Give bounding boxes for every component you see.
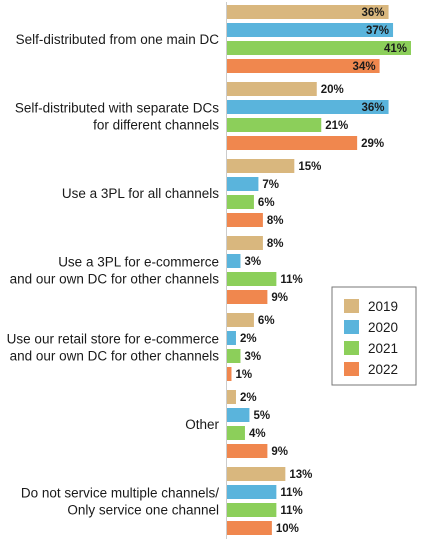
legend-swatch-2022 [344,362,359,376]
bar-2020 [227,177,259,191]
category-label-line: Use our retail store for e-commerce [7,332,219,347]
bar-2020 [227,408,250,422]
value-label: 29% [361,138,384,150]
bar-2021 [227,118,322,132]
value-label: 8% [267,238,284,250]
value-label: 3% [244,351,261,363]
value-label: 20% [321,84,344,96]
category-label-line: Self-distributed from one main DC [16,32,220,47]
bar-2019 [227,313,254,327]
bar-2022 [227,213,263,227]
category-label: Do not service multiple channels/Only se… [21,486,219,518]
category-label-line: Other [185,417,219,432]
category-label: Self-distributed from one main DC [16,32,220,47]
bar-2022 [227,136,358,150]
legend-swatch-2019 [344,299,359,313]
bar-2020 [227,485,277,499]
category-label-line: Self-distributed with separate DCs [15,101,219,116]
value-label: 15% [298,161,321,173]
bar-2022 [227,367,232,381]
bar-2019 [227,159,295,173]
value-label: 21% [325,120,348,132]
bar-2021 [227,41,411,55]
category-label-line: and our own DC for other channels [10,272,220,287]
category-label-line: Only service one channel [67,503,219,518]
bar-2019 [227,467,286,481]
bar-2022 [227,290,268,304]
bar-2021 [227,349,241,363]
bar-2020 [227,23,394,37]
bar-2021 [227,503,277,517]
bar-2021 [227,426,245,440]
category-label: Use a 3PL for e-commerce and our own DC f… [10,255,220,287]
bar-2022 [227,59,380,73]
value-label: 5% [253,410,270,422]
value-label: 10% [276,523,299,535]
category-label-line: Use a 3PL for e-commerce [58,255,219,270]
value-label: 37% [366,25,389,37]
value-label: 2% [240,333,257,345]
value-label: 11% [280,505,302,517]
legend-swatch-2021 [344,341,359,355]
bar-2019 [227,236,263,250]
category-label: Use our retail store for e-commerce and o… [7,332,220,364]
category-label-line: Do not service multiple channels/ [21,486,219,501]
value-label: 9% [271,292,288,304]
value-label: 2% [240,392,257,404]
bar-2019 [227,5,389,19]
value-label: 4% [249,428,266,440]
legend-label: 2020 [368,320,398,335]
value-label: 9% [271,446,288,458]
value-label: 36% [362,7,385,19]
value-label: 11% [280,487,302,499]
value-label: 41% [384,43,407,55]
value-label: 7% [262,179,279,191]
legend-label: 2021 [368,341,398,356]
bar-2022 [227,521,272,535]
category-label: Other [185,417,219,432]
bar-2022 [227,444,268,458]
bar-2020 [227,254,241,268]
legend-swatch-2020 [344,320,359,334]
value-label: 11% [280,274,302,286]
legend-label: 2022 [368,362,398,377]
legend-label: 2019 [368,299,398,314]
value-label: 34% [353,61,376,73]
bar-2021 [227,195,254,209]
value-label: 6% [258,315,275,327]
value-label: 8% [267,215,284,227]
value-label: 3% [244,256,261,268]
bar-2021 [227,272,277,286]
value-label: 36% [362,102,385,114]
bar-2020 [227,100,389,114]
bar-2019 [227,82,317,96]
value-label: 13% [289,469,312,481]
category-label: Use a 3PL for all channels [62,186,219,201]
category-label-line: and our own DC for other channels [10,349,220,364]
bar-2019 [227,390,236,404]
category-label: Self-distributed with separate DCs for di… [15,101,219,133]
value-label: 1% [235,369,252,381]
value-label: 6% [258,197,275,209]
category-label-line: Use a 3PL for all channels [62,186,219,201]
category-label-line: for different channels [93,118,219,133]
bar-2020 [227,331,236,345]
